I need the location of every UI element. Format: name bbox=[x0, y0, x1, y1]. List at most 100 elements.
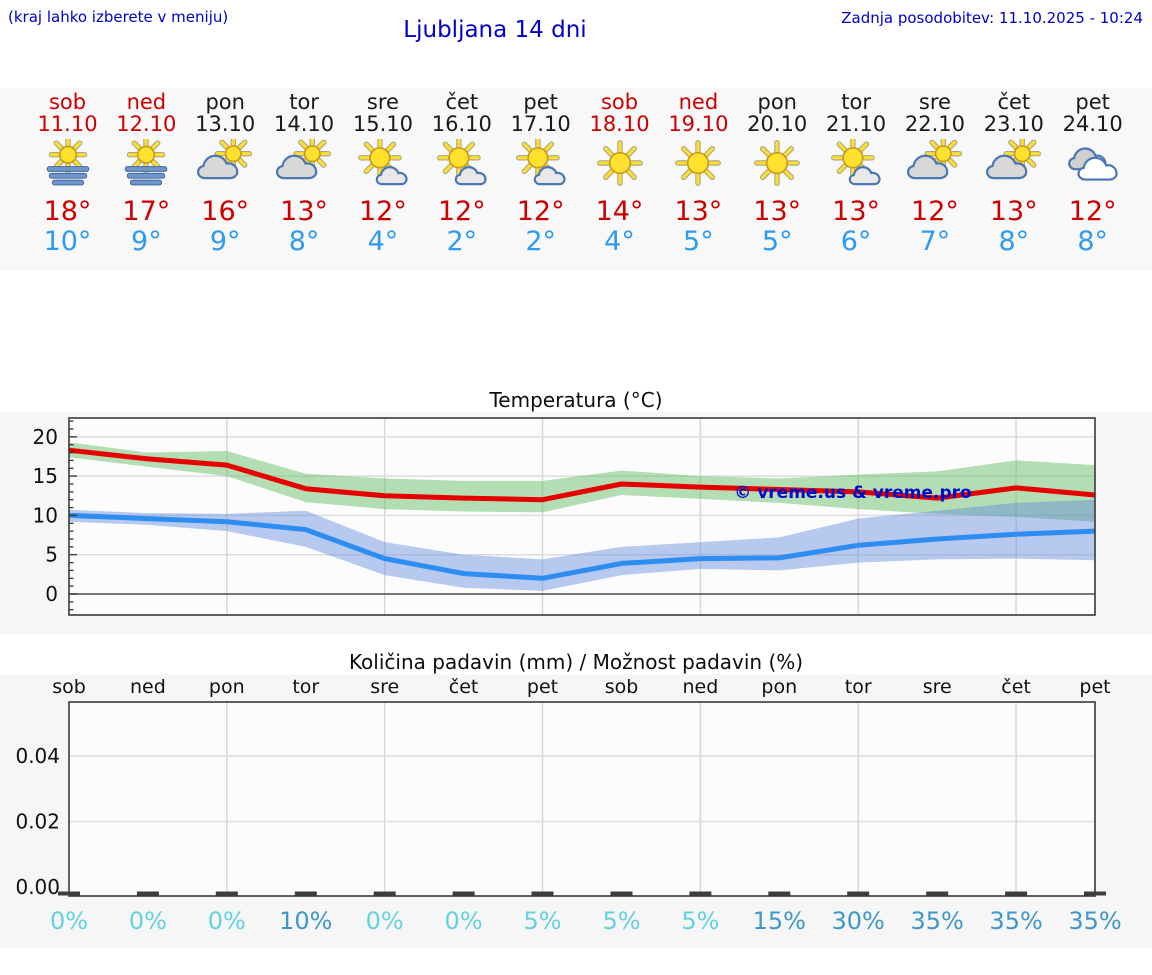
precip-day-label: tor bbox=[292, 676, 319, 698]
day-date: 23.10 bbox=[983, 112, 1044, 136]
precip-bar bbox=[768, 891, 791, 896]
precip-day-label: ned bbox=[130, 676, 166, 698]
precip-bar bbox=[926, 891, 949, 896]
high-temp: 13° bbox=[832, 196, 881, 227]
day-name: ned bbox=[678, 90, 719, 114]
day-date: 13.10 bbox=[195, 112, 256, 136]
precip-probability-label: 5% bbox=[681, 907, 719, 935]
day-icon-wrap bbox=[185, 134, 265, 187]
day-column: pon 13.10 16° 9° bbox=[185, 88, 265, 257]
precip-day-label: pet bbox=[527, 676, 558, 698]
day-column: pet 24.10 12° 8° bbox=[1053, 88, 1133, 257]
day-date: 20.10 bbox=[747, 112, 808, 136]
menu-hint: (kraj lahko izberete v meniju) bbox=[8, 8, 229, 26]
precip-probability-label: 0% bbox=[129, 907, 167, 935]
day-name: čet bbox=[445, 90, 479, 114]
day-icon-wrap bbox=[580, 139, 660, 187]
low-temp: 8° bbox=[288, 226, 320, 257]
precip-probability-label: 35% bbox=[989, 907, 1042, 935]
day-icon-wrap bbox=[1053, 139, 1133, 187]
low-temp: 8° bbox=[1077, 226, 1109, 257]
precip-bar bbox=[847, 891, 870, 896]
high-temp: 17° bbox=[122, 196, 171, 227]
precip-probability-label: 0% bbox=[208, 907, 246, 935]
low-temp: 7° bbox=[919, 226, 951, 257]
day-icon-wrap bbox=[895, 134, 975, 187]
precip-bar bbox=[215, 891, 238, 896]
temp-y-tick-label: 20 bbox=[33, 425, 58, 449]
precip-probability-label: 0% bbox=[50, 907, 88, 935]
precip-bar bbox=[294, 891, 317, 896]
day-icon-wrap bbox=[264, 134, 344, 187]
high-temp: 13° bbox=[280, 196, 328, 227]
sun-fog-icon bbox=[46, 135, 89, 186]
low-temp: 2° bbox=[446, 226, 478, 257]
day-name: tor bbox=[289, 90, 319, 114]
precip-y-tick-label: 0.00 bbox=[15, 875, 60, 899]
precip-bar bbox=[610, 891, 633, 896]
precip-probability-label: 5% bbox=[602, 907, 640, 935]
precip-bar bbox=[373, 891, 396, 896]
mostly-sunny-icon bbox=[515, 135, 566, 186]
day-date: 16.10 bbox=[431, 112, 492, 136]
day-name: pon bbox=[757, 90, 797, 114]
high-temp: 14° bbox=[595, 196, 644, 227]
day-date: 17.10 bbox=[510, 112, 571, 136]
partly-cloudy-icon bbox=[985, 134, 1041, 180]
precip-day-label: sob bbox=[52, 676, 86, 698]
day-icon-wrap bbox=[343, 135, 423, 187]
precip-probability-label: 35% bbox=[1068, 907, 1121, 935]
precip-day-label: pon bbox=[761, 676, 797, 698]
precip-bar bbox=[136, 891, 159, 896]
precip-bar bbox=[1005, 891, 1028, 896]
day-column: sre 15.10 12° 4° bbox=[343, 88, 423, 257]
precip-probability-label: 35% bbox=[911, 907, 964, 935]
partly-cloudy-icon bbox=[906, 134, 962, 180]
precip-day-label: pet bbox=[1079, 676, 1110, 698]
mostly-sunny-icon bbox=[436, 135, 487, 186]
day-date: 22.10 bbox=[904, 112, 966, 136]
day-column: pet 17.10 12° 2° bbox=[501, 88, 581, 256]
temperature-chart: 0 5 10 15 20 © vreme.us & vreme.pro bbox=[33, 417, 1096, 616]
low-temp: 5° bbox=[683, 226, 714, 257]
day-date: 21.10 bbox=[826, 112, 887, 136]
precip-day-label: pon bbox=[209, 676, 245, 698]
day-name: tor bbox=[841, 90, 871, 114]
day-column: tor 14.10 13° 8° bbox=[264, 88, 344, 257]
precip-day-label: sre bbox=[370, 676, 399, 698]
day-name: pet bbox=[1075, 90, 1110, 114]
day-column: tor 21.10 13° 6° bbox=[816, 88, 896, 256]
temp-y-tick-label: 5 bbox=[45, 543, 58, 567]
day-icon-wrap bbox=[658, 139, 738, 187]
low-temp: 9° bbox=[209, 226, 241, 257]
partly-cloudy-icon bbox=[197, 134, 253, 180]
low-temp: 4° bbox=[604, 226, 635, 257]
high-temp: 16° bbox=[201, 196, 250, 227]
day-date: 24.10 bbox=[1062, 112, 1123, 136]
mostly-sunny-icon bbox=[357, 135, 408, 186]
page-title: Ljubljana 14 dni bbox=[403, 17, 587, 43]
precip-day-label: sre bbox=[923, 676, 952, 698]
sun-fog-icon bbox=[125, 135, 168, 186]
low-temp: 4° bbox=[367, 226, 399, 257]
day-column: pon 20.10 13° 5° bbox=[737, 88, 817, 256]
day-column: čet 23.10 13° 8° bbox=[974, 88, 1054, 256]
day-column: sre 22.10 12° 7° bbox=[895, 88, 975, 257]
day-icon-wrap bbox=[816, 135, 896, 187]
precip-probability-label: 0% bbox=[445, 907, 483, 935]
day-icon-wrap bbox=[974, 134, 1054, 187]
day-column: ned 12.10 17° 9° bbox=[106, 88, 186, 256]
day-icon-wrap bbox=[501, 135, 581, 187]
day-name: ned bbox=[126, 90, 167, 114]
day-name: sob bbox=[48, 90, 87, 114]
temp-y-tick-label: 15 bbox=[33, 464, 58, 488]
day-date: 15.10 bbox=[352, 112, 413, 136]
day-column: sob 11.10 18° 10° bbox=[28, 88, 108, 256]
mostly-sunny-icon bbox=[831, 135, 881, 186]
day-date: 11.10 bbox=[37, 112, 98, 136]
high-temp: 13° bbox=[753, 196, 802, 227]
day-date: 14.10 bbox=[274, 112, 335, 136]
cloudy-icon bbox=[1067, 147, 1118, 181]
day-name: sre bbox=[918, 90, 951, 114]
